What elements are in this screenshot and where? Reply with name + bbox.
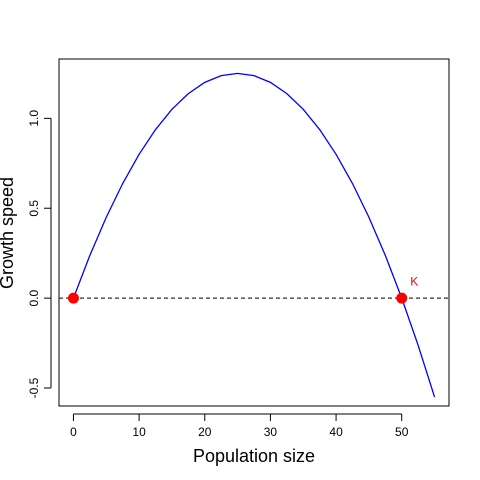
annotation-layer: K [410, 275, 418, 289]
y-tick-label-3: 1.0 [27, 110, 41, 127]
x-tick-label-40: 40 [329, 425, 343, 439]
series-layer [72, 72, 436, 398]
x-tick-label-30: 30 [264, 425, 278, 439]
x-axis: 0 10 20 30 40 50 [70, 413, 409, 439]
x-tick-label-20: 20 [198, 425, 212, 439]
y-axis: -0.5 0.0 0.5 1.0 [27, 110, 52, 398]
x-axis-title: Population size [193, 446, 315, 466]
y-tick-label-1: 0.0 [27, 289, 41, 306]
x-tick-label-50: 50 [395, 425, 409, 439]
point-layer [67, 292, 408, 304]
x-tick-label-10: 10 [132, 425, 146, 439]
annotation-0: K [410, 275, 418, 289]
y-tick-label-2: 0.5 [27, 200, 41, 217]
x-tick-label-0: 0 [70, 425, 77, 439]
equilibrium-point-1 [396, 292, 408, 304]
y-axis-title: Growth speed [0, 177, 17, 289]
series-line-0 [72, 72, 436, 398]
plot-frame [58, 58, 450, 407]
y-tick-label-0: -0.5 [27, 377, 41, 398]
equilibrium-point-0 [67, 292, 79, 304]
